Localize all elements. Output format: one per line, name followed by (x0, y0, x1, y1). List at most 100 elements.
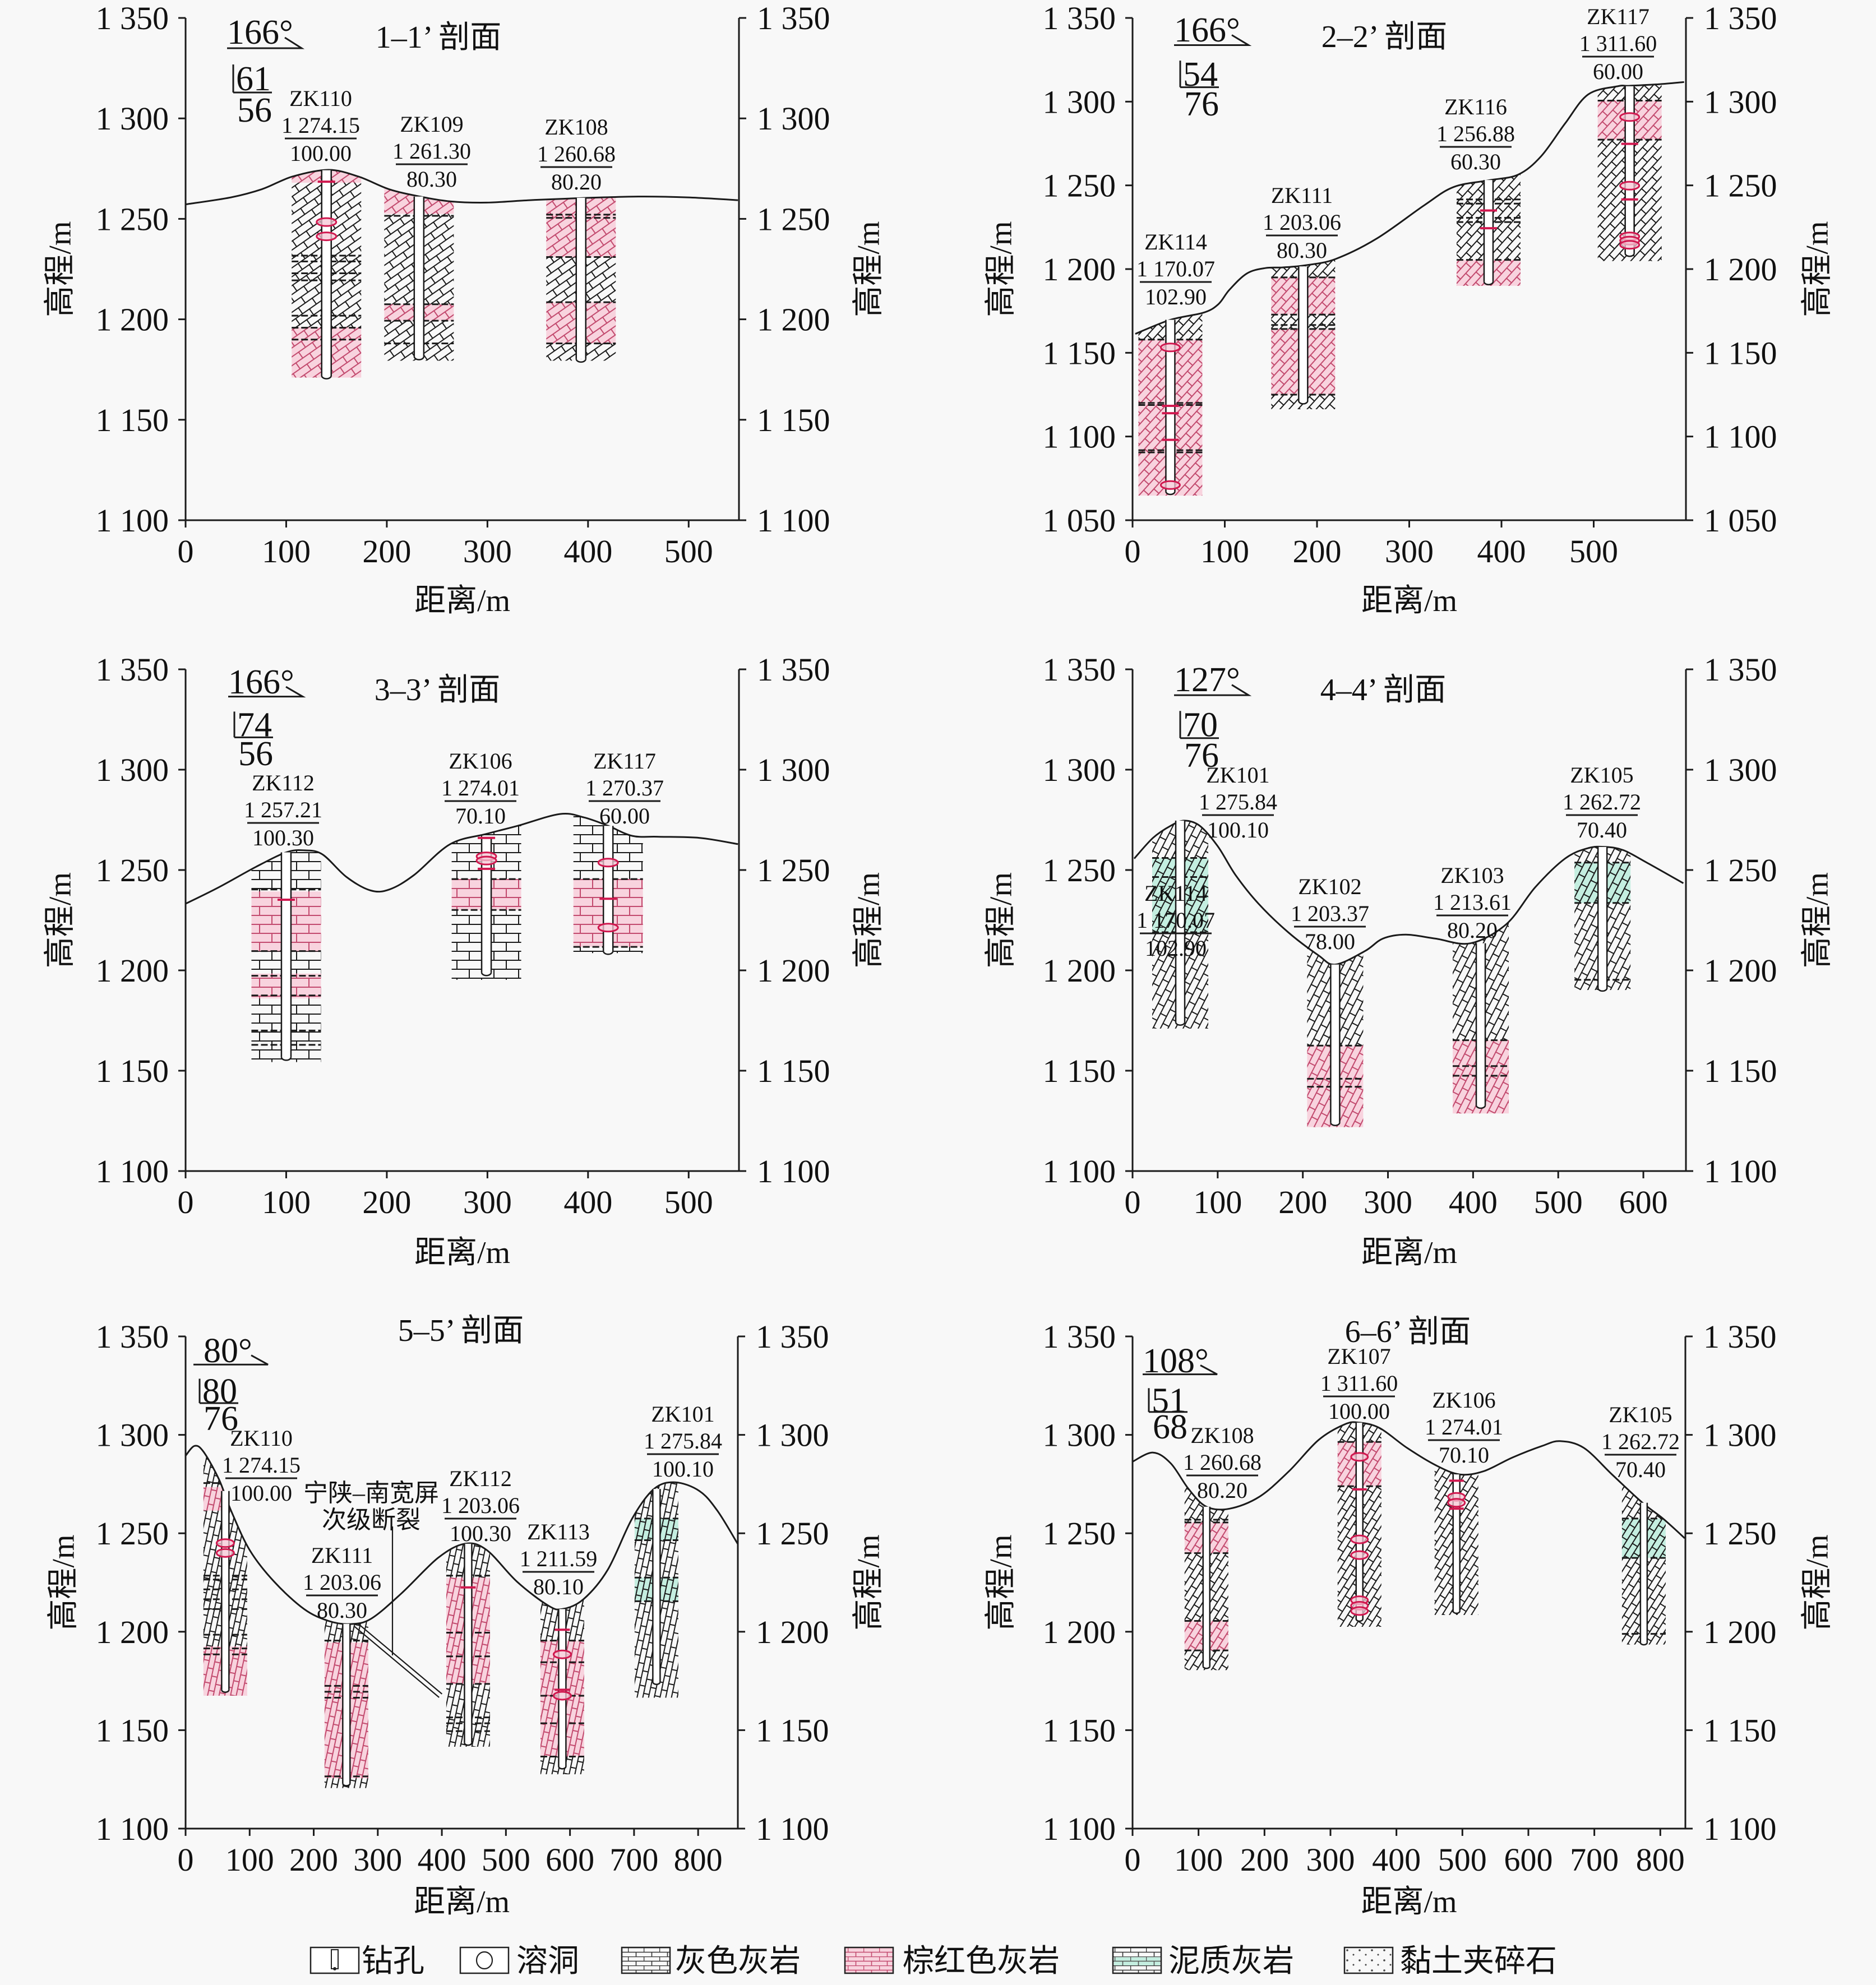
y-tick-label-left: 1 300 (96, 752, 169, 788)
borehole-tube-wall (1298, 266, 1309, 401)
legend-label: 溶洞 (516, 1944, 579, 1979)
borehole-depth-label: 80.20 (1197, 1478, 1247, 1503)
x-tick-label: 200 (1240, 1841, 1289, 1878)
y-tick-label-right: 1 350 (757, 0, 830, 36)
karst-cave-icon (316, 217, 338, 227)
borehole-bottom-cap (652, 1682, 661, 1685)
x-tick-label: 600 (546, 1841, 594, 1878)
karst-cave-icon (1447, 1498, 1466, 1508)
orientation-upper-value: 51 (1152, 1382, 1186, 1420)
borehole-bottom-cap (480, 972, 492, 977)
y-tick-label-right: 1 150 (1703, 1712, 1777, 1748)
borehole-elevation-label: 1 262.72 (1563, 789, 1641, 815)
borehole-depth-label: 80.10 (533, 1574, 584, 1599)
borehole-elevation-label: 1 203.06 (1263, 210, 1341, 235)
borehole-ZK101 (652, 1489, 661, 1685)
y-tick-label-left: 1 250 (96, 1515, 169, 1552)
axes: 1 100 1 100 1 150 1 150 1 200 1 200 1 250 1 250… (96, 651, 830, 1220)
fault-trace (354, 1622, 443, 1698)
x-axis-title: 距离/m (1361, 1885, 1457, 1919)
borehole-bottom-cap (413, 356, 425, 360)
x-tick-label: 300 (353, 1841, 402, 1878)
borehole-id: ZK101 (1206, 762, 1269, 788)
borehole-ZK109 (413, 196, 425, 360)
borehole-tube-wall (413, 196, 425, 357)
borehole-ZK102 (1330, 964, 1341, 1126)
borehole-ZK113 (552, 1609, 572, 1770)
y-tick-label-left: 1 350 (96, 651, 169, 688)
borehole-bottom-cap (1483, 281, 1494, 285)
x-axis-title: 距离/m (1361, 1236, 1457, 1270)
borehole-id: ZK116 (1444, 94, 1507, 119)
legend-item-brown-red-limestone: 棕红色灰岩 (844, 1944, 1060, 1979)
karst-cave-icon (1350, 1606, 1369, 1616)
x-tick-label: 0 (1125, 1184, 1141, 1220)
x-tick-label: 300 (463, 1184, 512, 1220)
x-tick-label: 500 (1438, 1841, 1487, 1878)
borehole-icon (309, 1946, 360, 1974)
borehole-tube-wall (1330, 964, 1341, 1123)
y-tick-label-right: 1 250 (1703, 1515, 1777, 1552)
axes: 1 100 1 100 1 150 1 150 1 200 1 200 1 250 1 250… (96, 1318, 829, 1878)
orientation-upper-value: 80 (202, 1372, 237, 1410)
borehole-depth-label: 100.10 (1207, 817, 1269, 843)
karst-cave-icon (597, 858, 619, 868)
borehole-tube (1476, 943, 1486, 1105)
y-tick-label-left: 1 100 (1043, 1811, 1116, 1847)
borehole-elevation-label: 1 275.84 (644, 1428, 722, 1454)
borehole-id: ZK109 (400, 112, 463, 137)
borehole-tube (1625, 86, 1634, 253)
orientation-lower-value: 56 (237, 91, 272, 129)
legend-label: 棕红色灰岩 (903, 1944, 1060, 1979)
borehole-ZK110 (316, 170, 338, 380)
borehole-ZK107 (1350, 1422, 1369, 1622)
fault-label-line-2: 次级断裂 (322, 1506, 421, 1534)
section-title: 3–3’ 剖面 (375, 673, 501, 707)
borehole-ZK106 (1447, 1474, 1466, 1614)
y-axis-title-left: 高程/m (43, 872, 78, 968)
direction-arrow-icon (193, 1354, 269, 1366)
karst-cave-icon (1159, 480, 1181, 490)
legend-label: 黏土夹碎石 (1400, 1944, 1557, 1979)
x-tick-label: 0 (178, 1184, 194, 1220)
y-tick-label-left: 1 200 (1043, 1614, 1116, 1650)
karst-cave-icon (1350, 1534, 1369, 1544)
borehole-tube (482, 838, 492, 973)
y-tick-label-left: 1 050 (1043, 502, 1116, 539)
x-tick-label: 0 (178, 533, 194, 570)
borehole-ZK111 (1298, 266, 1309, 405)
borehole-depth-label: 80.30 (406, 166, 457, 192)
x-tick-label: 400 (1477, 533, 1526, 570)
karst-cave-icon (1350, 1452, 1369, 1462)
borehole-tube (1598, 846, 1607, 988)
borehole-id: ZK101 (651, 1401, 714, 1427)
borehole-ZK117 (597, 826, 619, 955)
y-tick-label-right: 1 300 (757, 752, 830, 788)
y-tick-label-right: 1 300 (1704, 752, 1777, 788)
borehole-tube-wall (342, 1623, 351, 1784)
borehole-depth-label: 102.90 (1145, 936, 1207, 961)
y-tick-label-left: 1 250 (96, 201, 169, 237)
borehole-tube (1299, 266, 1308, 401)
y-axis-title-left: 高程/m (984, 872, 1019, 968)
borehole-tube-wall (280, 852, 292, 1057)
borehole-ZK114 (1159, 320, 1181, 496)
x-tick-label: 400 (563, 533, 612, 570)
y-tick-label-right: 1 100 (756, 1811, 829, 1847)
borehole-depth-label: 100.00 (230, 1480, 292, 1506)
borehole-bottom-cap (342, 1783, 351, 1787)
orientation-lower-value: 76 (204, 1400, 238, 1438)
